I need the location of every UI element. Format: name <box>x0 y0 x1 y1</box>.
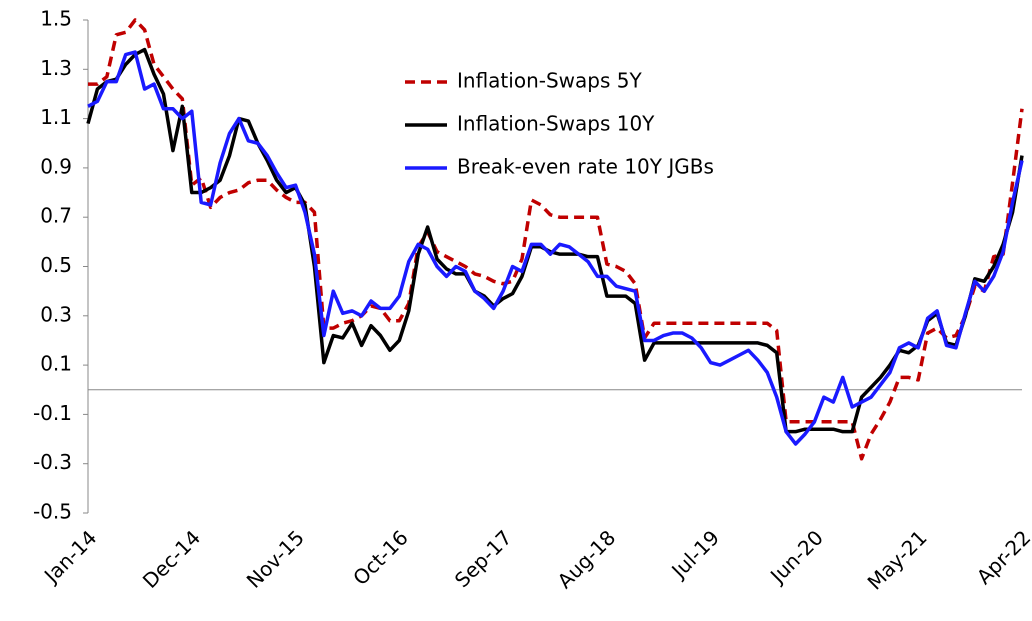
y-tick-label: 0.5 <box>40 253 72 277</box>
x-tick-label: Dec-14 <box>138 525 205 592</box>
y-tick-label: 0.3 <box>40 302 72 326</box>
y-tick-label: 0.9 <box>40 154 72 178</box>
y-tick-label: 1.1 <box>40 105 72 129</box>
series-line <box>88 18 1024 461</box>
y-tick-label: 0.7 <box>40 204 72 228</box>
y-tick-label: -0.3 <box>33 450 72 474</box>
legend-label: Inflation-Swaps 5Y <box>457 69 642 93</box>
x-tick-label: Sep-17 <box>450 525 517 592</box>
y-tick-label: 0.1 <box>40 352 72 376</box>
x-tick-label: Jun-20 <box>764 525 828 589</box>
legend-label: Inflation-Swaps 10Y <box>457 112 655 136</box>
y-tick-label: 1.5 <box>40 7 72 31</box>
series-line <box>86 47 1024 434</box>
y-tick-label: -0.5 <box>33 500 72 524</box>
x-tick-label: Jan-14 <box>38 525 101 588</box>
y-tick-label: 1.3 <box>40 56 72 80</box>
legend-label: Break-even rate 10Y JGBs <box>457 155 714 179</box>
x-tick-label: Apr-22 <box>972 525 1032 589</box>
x-tick-label: May-21 <box>863 525 932 594</box>
x-tick-label: Jul-19 <box>666 525 725 584</box>
x-tick-label: Oct-16 <box>348 525 413 590</box>
x-tick-label: Nov-15 <box>242 525 309 592</box>
y-tick-label: -0.1 <box>33 401 72 425</box>
series-line <box>87 50 1024 446</box>
x-tick-label: Aug-18 <box>553 525 621 593</box>
